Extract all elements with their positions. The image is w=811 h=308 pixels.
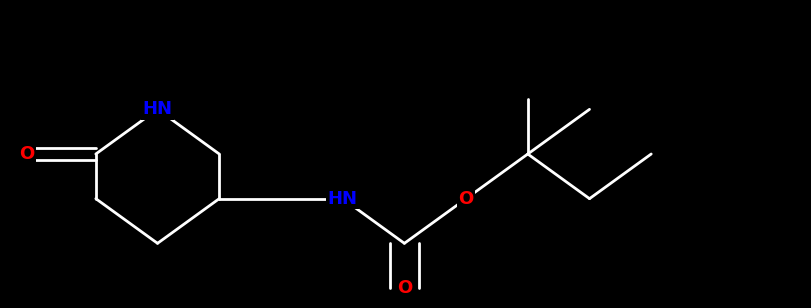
Text: O: O [397,279,411,297]
Text: HN: HN [143,100,172,118]
Text: HN: HN [328,190,357,208]
Text: O: O [19,145,34,163]
Text: O: O [458,190,473,208]
